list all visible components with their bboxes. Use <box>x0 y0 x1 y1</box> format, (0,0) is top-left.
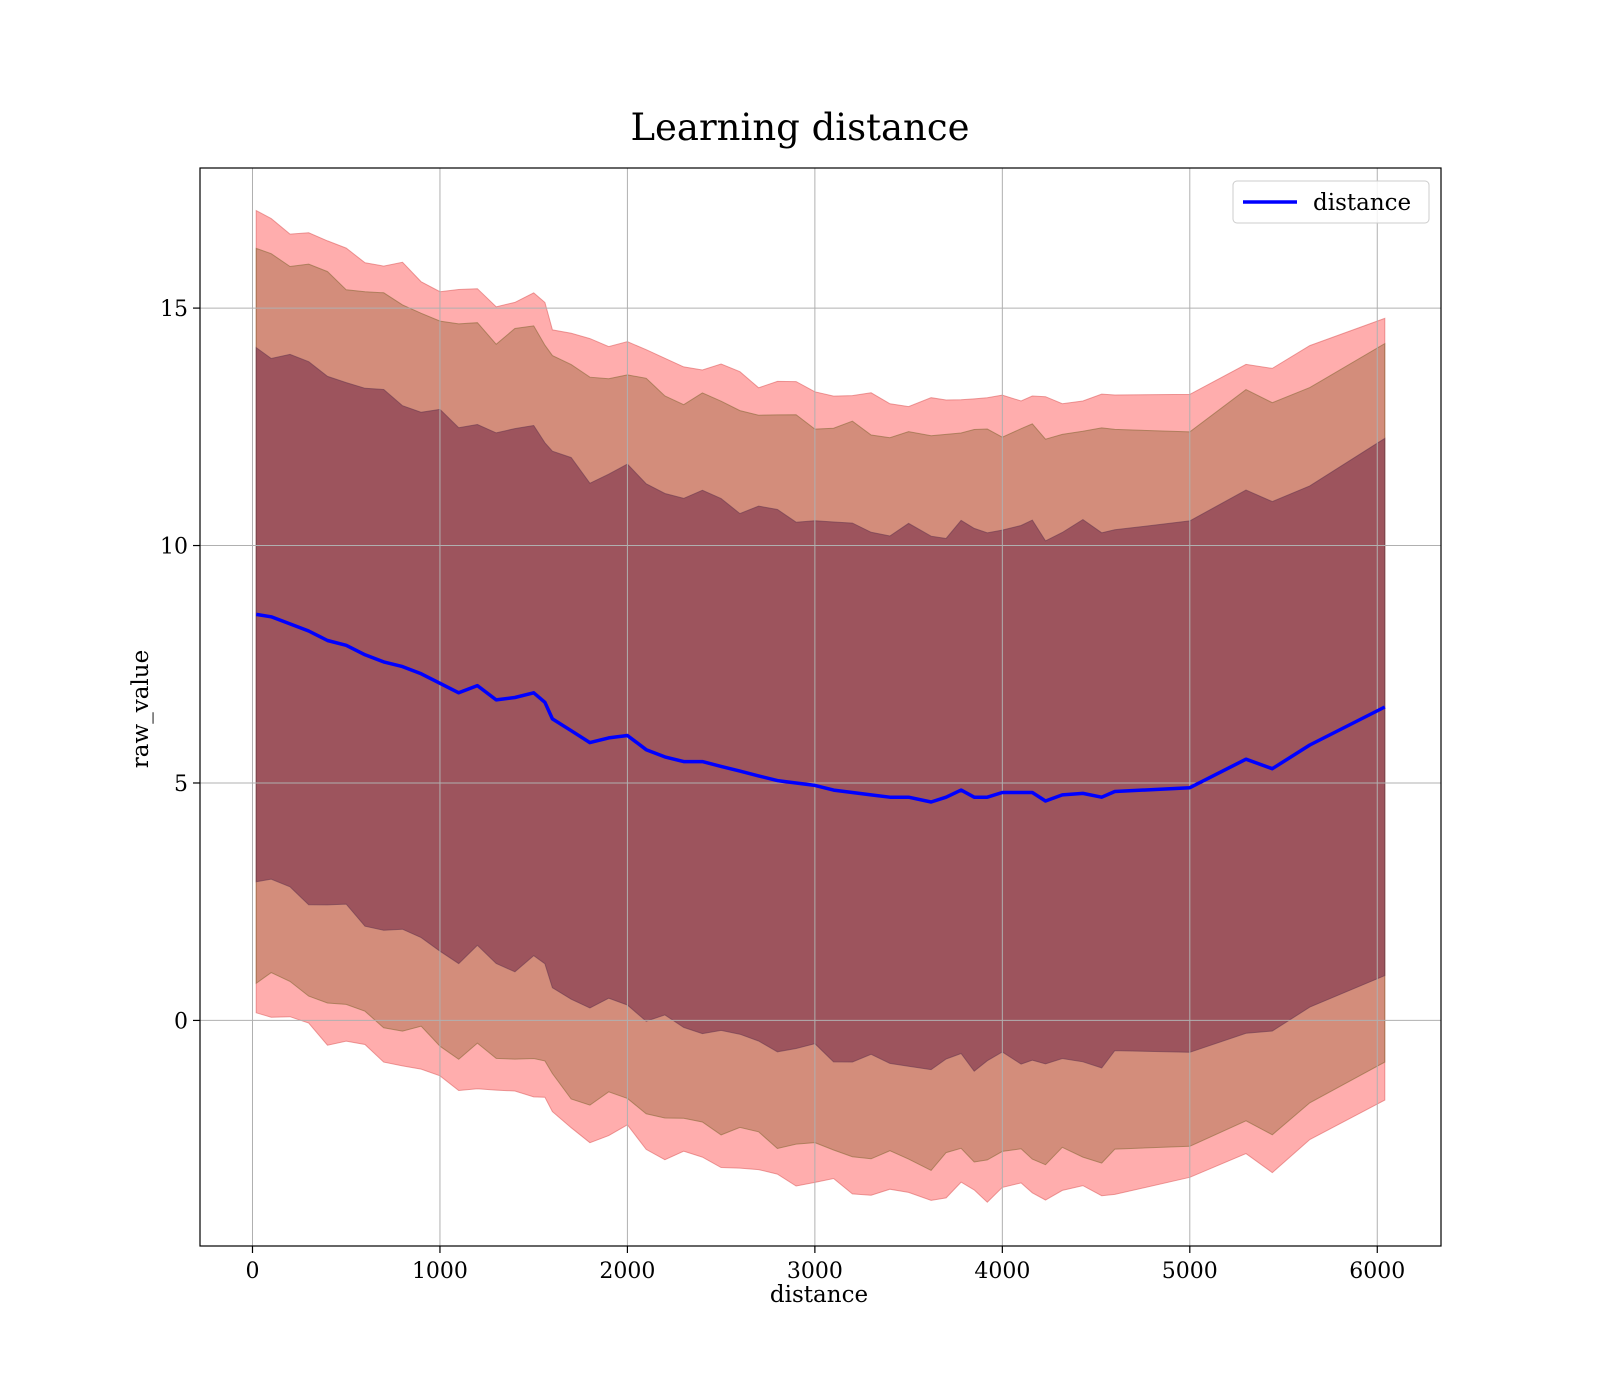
x-tick-label: 4000 <box>974 1259 1030 1284</box>
band-outer <box>255 209 1386 1203</box>
chart-title: Learning distance <box>630 106 969 149</box>
legend: distance <box>1232 180 1430 224</box>
x-tick-label: 3000 <box>787 1259 843 1284</box>
legend-box <box>1232 180 1430 224</box>
series-line-distance <box>255 612 1386 804</box>
plot-area: 0 1000 2000 3000 4000 5000 6000 0 5 10 15 <box>160 167 1442 1284</box>
x-tick-label: 1000 <box>412 1259 468 1284</box>
plot-frame <box>199 167 1442 1247</box>
y-tick-label: 15 <box>160 297 188 322</box>
band-middle <box>255 247 1386 1172</box>
y-tick-label: 10 <box>160 535 188 560</box>
y-tick-label: 0 <box>174 1009 188 1034</box>
legend-label-distance: distance <box>1313 190 1411 216</box>
band-inner <box>255 346 1386 1072</box>
x-tick-label: 0 <box>245 1259 259 1284</box>
x-tick-label: 2000 <box>599 1259 655 1284</box>
x-tick-label: 5000 <box>1162 1259 1218 1284</box>
y-axis-label: raw_value <box>128 650 154 768</box>
x-tick-label: 6000 <box>1349 1259 1405 1284</box>
y-tick-label: 5 <box>174 772 188 797</box>
x-axis-label: distance <box>770 1282 868 1308</box>
